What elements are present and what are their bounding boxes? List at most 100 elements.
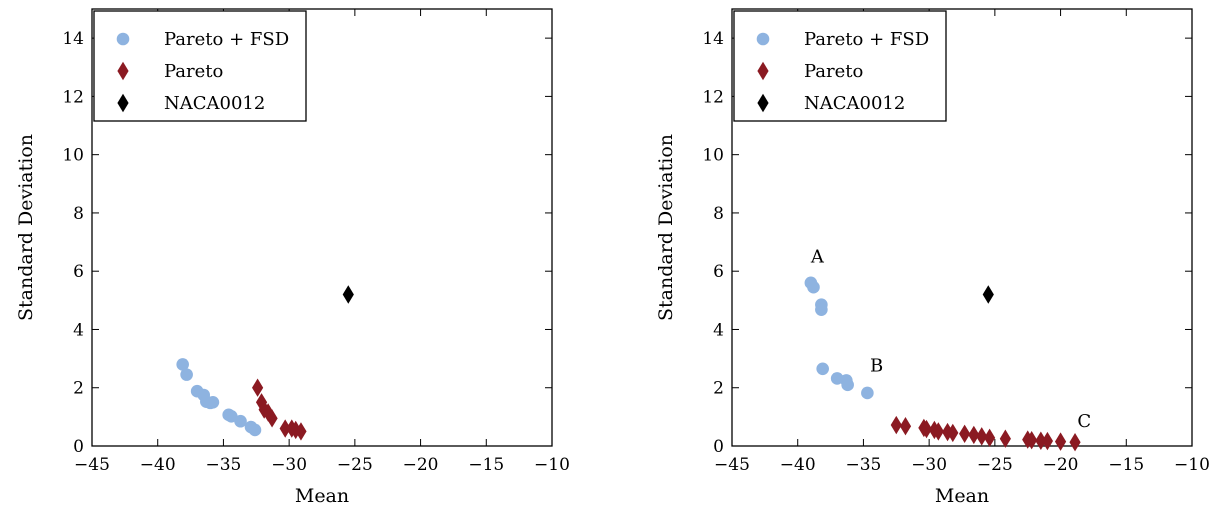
series-naca0012 <box>982 285 994 304</box>
data-point <box>248 423 262 437</box>
data-point <box>262 403 274 422</box>
annotation-label: A <box>810 246 825 267</box>
x-tick-label: −15 <box>468 455 504 475</box>
x-tick-label: −45 <box>74 455 110 475</box>
y-tick-label: 8 <box>713 204 724 224</box>
data-point <box>968 425 980 445</box>
legend-entry: NACA0012 <box>804 93 905 114</box>
data-point <box>1054 432 1067 451</box>
data-point <box>342 285 354 304</box>
series-pareto <box>890 415 1081 452</box>
x-tick-label: −25 <box>977 455 1013 475</box>
data-point <box>258 400 270 419</box>
legend-entry: Pareto <box>804 61 863 82</box>
x-tick-label: −20 <box>403 455 439 475</box>
annotation-label: B <box>870 356 883 377</box>
y-tick-label: 8 <box>73 204 84 224</box>
legend-entry: NACA0012 <box>164 93 265 114</box>
data-point <box>1069 433 1081 452</box>
data-point <box>941 422 954 442</box>
scatter-chart-2: −45 −40 −35 −30 −25 −20 −15 −10 0 2 4 6 8 10 12 14 Mean S… <box>655 8 1210 507</box>
x-axis-label: Mean <box>295 485 349 507</box>
x-tick-label: −25 <box>337 455 373 475</box>
data-point <box>180 368 193 381</box>
data-point <box>176 358 189 371</box>
data-point <box>279 419 291 438</box>
data-point <box>947 423 959 443</box>
y-tick-label: 10 <box>62 146 84 166</box>
legend-box <box>93 10 307 122</box>
y-tick-label: 10 <box>702 146 724 166</box>
x-tick-label: −45 <box>714 455 750 475</box>
legend-entry: Pareto <box>164 61 223 82</box>
legend: Pareto + FSD Pareto NACA0012 <box>733 10 947 122</box>
x-tick-label: −15 <box>1108 455 1144 475</box>
data-point <box>1026 430 1038 450</box>
data-point <box>920 419 933 439</box>
y-tick-label: 4 <box>73 320 84 340</box>
data-point <box>959 424 971 443</box>
legend-marker <box>757 93 769 113</box>
series-pareto-fsd <box>176 358 262 437</box>
x-tick-label: −30 <box>911 455 947 475</box>
series-pareto <box>252 378 307 441</box>
scatter-chart-1: −45 −40 −35 −30 −25 −20 −15 −10 0 2 4 6 8 10 12 14 Mean S… <box>15 8 570 507</box>
y-axis-label: Standard Deviation <box>655 134 677 321</box>
x-tick-label: −20 <box>1043 455 1079 475</box>
y-tick-label: 14 <box>702 29 724 49</box>
y-axis-label: Standard Deviation <box>15 134 37 321</box>
annotation-label: C <box>1077 411 1091 432</box>
data-point <box>982 285 994 304</box>
data-point <box>225 409 238 423</box>
y-tick-label: 14 <box>62 29 84 49</box>
data-point <box>999 429 1011 448</box>
data-point <box>206 396 220 409</box>
legend-marker <box>117 93 129 113</box>
x-tick-label: −40 <box>140 455 176 475</box>
y-tick-label: 0 <box>73 437 84 457</box>
x-tick-label: −30 <box>271 455 307 475</box>
data-point <box>252 378 264 397</box>
x-tick-label: −10 <box>534 455 570 475</box>
data-point <box>807 280 820 294</box>
x-axis-label: Mean <box>935 485 989 507</box>
legend-marker <box>117 61 129 81</box>
legend-box <box>733 10 947 122</box>
y-tick-label: 6 <box>713 262 724 282</box>
data-point <box>1041 431 1054 451</box>
data-point <box>295 422 307 441</box>
data-point <box>234 414 247 428</box>
y-tick-label: 6 <box>73 262 84 282</box>
legend-entry: Pareto + FSD <box>164 29 289 50</box>
data-point <box>976 427 988 446</box>
data-point <box>932 422 944 441</box>
data-point <box>255 393 268 412</box>
x-tick-label: −40 <box>780 455 816 475</box>
data-point <box>815 303 828 316</box>
legend-marker <box>757 61 769 81</box>
y-tick-label: 2 <box>713 379 724 399</box>
y-tick-label: 12 <box>62 87 84 107</box>
legend: Pareto + FSD Pareto NACA0012 <box>93 10 307 122</box>
data-point <box>899 416 912 436</box>
y-tick-label: 4 <box>713 320 724 340</box>
legend-marker <box>756 32 770 46</box>
data-point <box>861 386 874 400</box>
data-point <box>266 409 278 428</box>
legend-entry: Pareto + FSD <box>804 29 929 50</box>
series-pareto-fsd <box>804 276 874 400</box>
data-point <box>841 378 854 392</box>
data-point <box>1035 431 1047 450</box>
y-tick-label: 2 <box>73 379 84 399</box>
x-tick-label: −35 <box>845 455 881 475</box>
data-point <box>984 428 996 448</box>
y-tick-label: 12 <box>702 87 724 107</box>
series-naca0012 <box>342 285 354 304</box>
x-tick-label: −35 <box>205 455 241 475</box>
legend-marker <box>116 32 130 46</box>
y-tick-label: 0 <box>713 437 724 457</box>
data-point <box>890 415 902 435</box>
x-tick-label: −10 <box>1174 455 1210 475</box>
data-point <box>816 362 829 376</box>
